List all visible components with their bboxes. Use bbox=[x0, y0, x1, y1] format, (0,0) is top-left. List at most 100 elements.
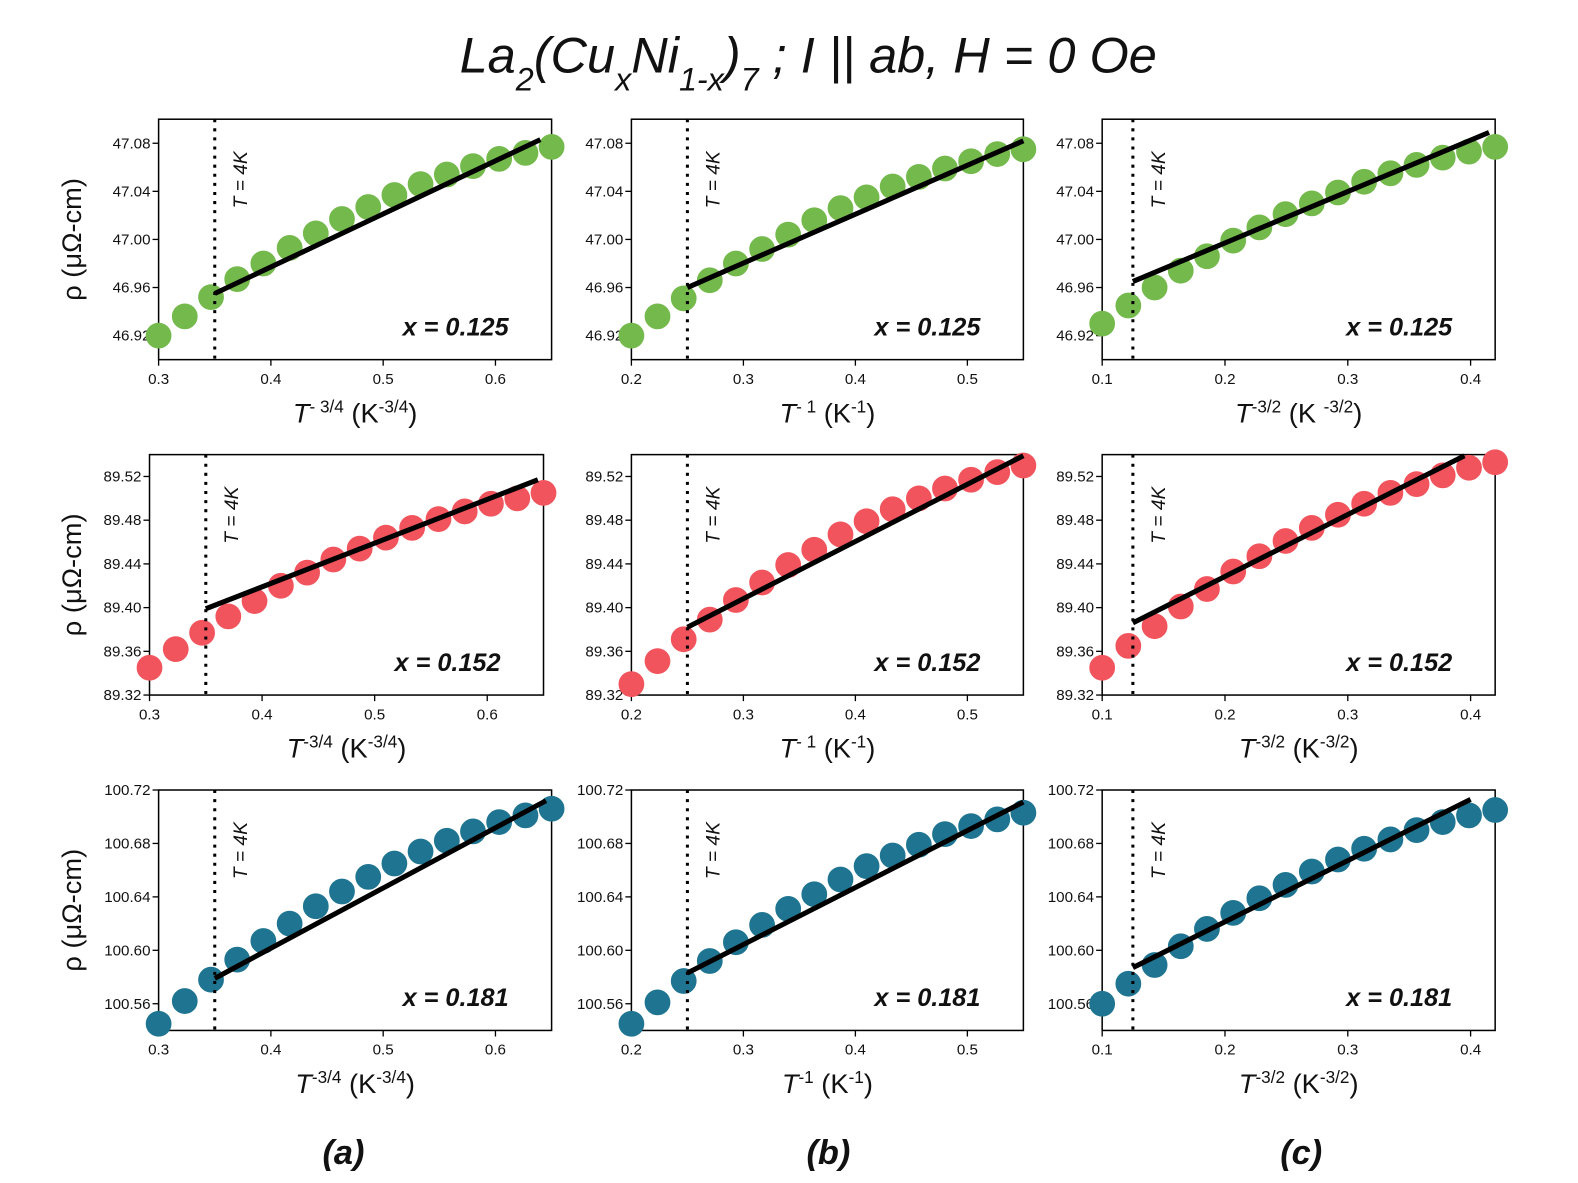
plot-frame bbox=[1101, 789, 1496, 1032]
data-point bbox=[407, 838, 434, 865]
y-tick-label: 89.52 bbox=[1056, 469, 1094, 486]
plot-frame bbox=[1101, 453, 1496, 696]
title-part: ) bbox=[719, 27, 741, 84]
x-tick-label: 0.4 bbox=[1460, 1042, 1481, 1059]
x-axis-label: T- 3/4 (K-3/4) bbox=[293, 396, 418, 428]
x-tick-label: 0.1 bbox=[1092, 371, 1113, 388]
title-part: La bbox=[460, 27, 516, 84]
threshold-annotation: T = 4K bbox=[704, 485, 725, 543]
x-axis-label-part: (K bbox=[814, 1068, 849, 1099]
x-tick-label: 0.4 bbox=[845, 371, 866, 388]
data-point bbox=[618, 322, 645, 349]
x-tick-label: 0.4 bbox=[252, 706, 273, 723]
y-tick-label: 46.96 bbox=[585, 280, 623, 297]
title-part: x bbox=[613, 62, 633, 98]
y-tick-label: 100.60 bbox=[1048, 942, 1094, 959]
x-tick-label: 0.4 bbox=[260, 1042, 281, 1059]
x-axis-label-part: ) bbox=[866, 397, 875, 428]
threshold-annotation: T = 4K bbox=[1149, 485, 1170, 543]
title-part: 7 bbox=[741, 62, 760, 98]
y-tick-label: 100.56 bbox=[104, 996, 150, 1013]
y-tick-label: 46.92 bbox=[585, 328, 623, 345]
fit-line bbox=[686, 799, 1025, 976]
y-tick-label: 100.68 bbox=[104, 835, 150, 852]
y-tick-label: 89.40 bbox=[585, 600, 623, 617]
x-tick-label: 0.3 bbox=[139, 706, 160, 723]
data-point bbox=[670, 968, 697, 994]
x-axis-label-part: ) bbox=[866, 733, 875, 764]
x-axis-label-part: -1 bbox=[849, 1067, 864, 1087]
fit-line bbox=[213, 137, 542, 296]
y-tick-label: 47.00 bbox=[1056, 231, 1094, 248]
x-tick-label: 0.3 bbox=[148, 371, 169, 388]
y-tick-label: 100.68 bbox=[1048, 835, 1094, 852]
x-axis-label-part: -1 bbox=[851, 732, 866, 752]
fit-line bbox=[204, 477, 539, 612]
composition-label: x = 0.125 bbox=[1344, 313, 1453, 341]
x-axis-label-part: T bbox=[287, 733, 306, 764]
x-tick-label: 0.5 bbox=[373, 371, 394, 388]
y-tick-label: 46.96 bbox=[1056, 280, 1094, 297]
data-point bbox=[538, 133, 565, 160]
x-tick-label: 0.2 bbox=[621, 706, 642, 723]
data-point bbox=[198, 966, 224, 993]
x-axis-label-part: -3/2 bbox=[1255, 732, 1285, 752]
x-axis-label-part: (K bbox=[816, 397, 851, 428]
composition-label: x = 0.152 bbox=[1344, 649, 1452, 677]
composition-label: x = 0.152 bbox=[393, 649, 501, 677]
data-point bbox=[853, 853, 880, 880]
fit-line bbox=[1131, 453, 1466, 626]
x-axis-label-part: ) bbox=[408, 397, 417, 428]
x-axis-label-part: -3/2 bbox=[1255, 1067, 1285, 1087]
y-tick-label: 89.52 bbox=[585, 469, 623, 486]
x-tick-label: 0.4 bbox=[845, 706, 866, 723]
data-point bbox=[1089, 310, 1116, 337]
data-point bbox=[162, 636, 189, 663]
x-tick-label: 0.2 bbox=[621, 371, 642, 388]
y-tick-label: 100.64 bbox=[1048, 889, 1094, 906]
x-tick-label: 0.5 bbox=[373, 1042, 394, 1059]
y-tick-label: 100.56 bbox=[1048, 996, 1094, 1013]
x-tick-label: 0.3 bbox=[733, 1042, 754, 1059]
fit-line bbox=[686, 138, 1025, 290]
y-tick-label: 47.04 bbox=[585, 183, 623, 200]
x-axis-label-part: -3/2 bbox=[1320, 1067, 1350, 1087]
x-axis-label-part: -3/4 bbox=[379, 396, 409, 416]
data-point bbox=[1115, 292, 1142, 319]
threshold-annotation: T = 4K bbox=[231, 150, 252, 208]
data-point bbox=[1089, 654, 1116, 681]
x-axis-label-part: ) bbox=[406, 1068, 415, 1099]
title-part: 2 bbox=[515, 62, 534, 98]
threshold-annotation: T = 4K bbox=[1149, 150, 1170, 208]
x-tick-label: 0.5 bbox=[957, 1042, 978, 1059]
x-axis-label-part: T bbox=[1239, 1068, 1258, 1099]
x-tick-label: 0.4 bbox=[845, 1042, 866, 1059]
x-axis-label-part: T bbox=[779, 397, 798, 428]
y-tick-label: 89.36 bbox=[585, 643, 623, 660]
x-axis-label-part: -3/4 bbox=[376, 1067, 406, 1087]
x-tick-label: 0.6 bbox=[485, 1042, 506, 1059]
composition-label: x = 0.125 bbox=[401, 313, 510, 341]
x-tick-label: 0.6 bbox=[485, 371, 506, 388]
data-point bbox=[1482, 133, 1509, 160]
x-axis-label-part: ) bbox=[397, 733, 406, 764]
title-part: ; I || ab, H = 0 Oe bbox=[759, 27, 1157, 85]
data-point bbox=[381, 850, 408, 877]
data-point bbox=[618, 1010, 645, 1037]
x-axis-label: T-3/2 (K-3/2) bbox=[1239, 732, 1359, 764]
title-part: Ni bbox=[631, 27, 680, 84]
y-tick-label: 89.44 bbox=[1056, 556, 1094, 573]
y-tick-label: 100.72 bbox=[104, 782, 150, 799]
y-tick-label: 89.48 bbox=[104, 512, 142, 529]
y-tick-label: 100.64 bbox=[577, 889, 623, 906]
data-point bbox=[644, 989, 671, 1016]
plot-frame bbox=[630, 789, 1025, 1032]
title-part: 1-x bbox=[679, 62, 726, 98]
data-point bbox=[1141, 274, 1168, 301]
composition-label: x = 0.152 bbox=[872, 649, 980, 677]
x-axis-label: T- 1 (K-1) bbox=[779, 396, 875, 428]
y-tick-label: 100.60 bbox=[104, 942, 150, 959]
x-axis-label-part: -3/4 bbox=[368, 732, 398, 752]
x-tick-label: 0.4 bbox=[1460, 371, 1481, 388]
y-tick-label: 89.40 bbox=[1056, 600, 1094, 617]
